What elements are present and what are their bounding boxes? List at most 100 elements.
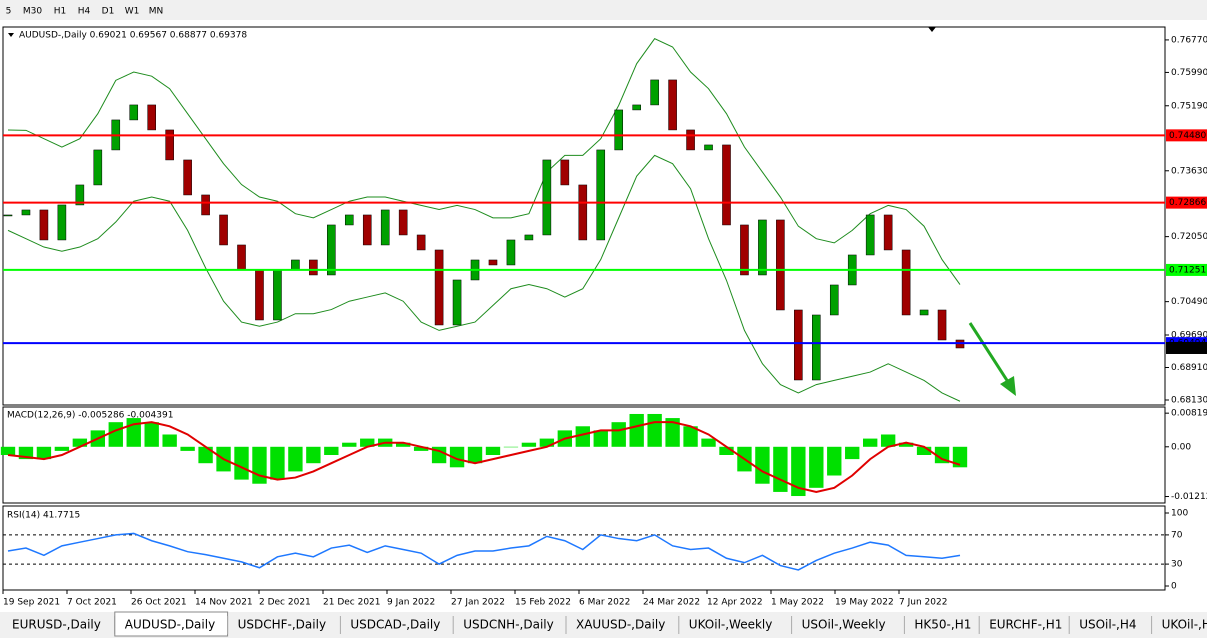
candle [39,209,49,241]
macd-bar [467,446,483,464]
candle [740,224,749,276]
y-tick-label: 0 [1171,582,1177,592]
chart-header: AUDUSD-,Daily 0.69021 0.69567 0.68877 0.… [19,31,247,41]
arrow [968,322,1012,386]
menu-marker [8,33,14,37]
level-tag [1166,263,1207,276]
macd-bar [719,446,734,455]
date-label: 19 May 2022 [835,598,894,608]
candle [722,144,731,226]
candle [201,194,210,216]
tab[interactable]: USDCNH-,Daily [463,618,554,632]
timeframe-button[interactable]: M30 [23,7,42,17]
macd-bar [503,446,519,448]
macd-label: MACD(12,26,9) -0.005286 -0.004391 [7,411,173,421]
y-tick-label: 0.008197 [1171,409,1207,419]
shift-marker [928,27,936,32]
candle [865,214,875,256]
macd-bar [863,438,878,447]
tab[interactable]: USOil-,Weekly [802,618,886,632]
y-tick-label: 30 [1171,560,1183,570]
y-tick-label: 0.00 [1171,442,1191,452]
date-label: 1 May 2022 [771,598,824,608]
timeframe-button[interactable]: H1 [54,7,67,17]
tab[interactable]: EURUSD-,Daily [12,618,101,632]
candle [309,259,318,276]
macd-bar [880,434,896,447]
arrow-head [1000,376,1016,396]
rsi-label: RSI(14) 41.7715 [7,511,80,521]
macd-signal [7,421,961,493]
candle [686,129,695,151]
tab[interactable]: HK50-,H1 [914,618,971,632]
timeframe-button[interactable]: W1 [125,7,140,17]
date-label: 7 Oct 2021 [67,598,117,608]
candle [578,184,588,241]
candle [237,244,246,271]
macd-bar [234,446,249,480]
y-tick-label: 70 [1171,530,1183,540]
macd-panel [2,406,1166,504]
date-label: 24 Mar 2022 [643,598,700,608]
tab[interactable]: UKOil-,H4 [1162,618,1207,632]
date-label: 12 Apr 2022 [707,598,763,608]
date-label: 26 Oct 2021 [131,598,187,608]
candle [901,249,911,316]
date-label: 2 Dec 2021 [259,598,311,608]
macd-bar [629,413,644,447]
macd-bar [54,446,70,451]
macd-bar [683,426,698,447]
tab[interactable]: AUDUSD-,Daily [125,618,215,632]
y-tick-label: 0.68910 [1171,363,1207,373]
candle [560,159,570,186]
candle [812,314,821,381]
timeframe-button[interactable]: D1 [102,7,115,17]
candle [596,149,606,241]
level-label: 0.69378 [1169,343,1206,353]
macd-bar [252,446,267,484]
macd-bar [809,446,824,488]
macd-bar [485,446,501,455]
timeframe-button[interactable]: MN [149,7,164,17]
macd-bar [360,438,375,447]
y-tick-label: 0.70490 [1171,297,1207,307]
timeframe-button[interactable]: H4 [78,7,91,17]
y-tick-label: 100 [1171,509,1188,519]
candle [668,79,677,131]
rsi-panel [2,505,1166,591]
tab[interactable]: USOil-,H4 [1079,618,1136,632]
macd-bar [270,446,285,480]
tab[interactable]: USDCAD-,Daily [350,618,440,632]
candle [398,209,408,236]
y-tick-label: 0.76770 [1171,35,1207,45]
candle [380,209,390,246]
date-label: 6 Mar 2022 [579,598,630,608]
tab[interactable]: EURCHF-,H1 [989,618,1062,632]
candle [255,269,264,321]
tab[interactable]: USDCHF-,Daily [238,618,326,632]
y-tick-label: 0.69690 [1171,330,1207,340]
date-label: 14 Nov 2021 [195,598,253,608]
candle [219,214,228,246]
level-tag [1166,129,1207,142]
candle [75,184,85,206]
candle [362,214,372,246]
tab[interactable]: XAUUSD-,Daily [576,618,665,632]
candle [524,234,534,241]
candle [273,269,282,321]
candle [704,144,713,151]
candle [650,79,659,106]
macd-bar [575,426,590,447]
candle [3,214,13,217]
candle [327,224,336,276]
candle [344,214,354,226]
date-label: 21 Dec 2021 [323,598,381,608]
macd-bar [647,413,662,447]
timeframe-button[interactable]: 5 [6,7,12,17]
candle [632,104,641,111]
macd-bar [108,422,123,447]
tab[interactable]: UKOil-,Weekly [689,618,773,632]
macd-bar [845,446,860,460]
